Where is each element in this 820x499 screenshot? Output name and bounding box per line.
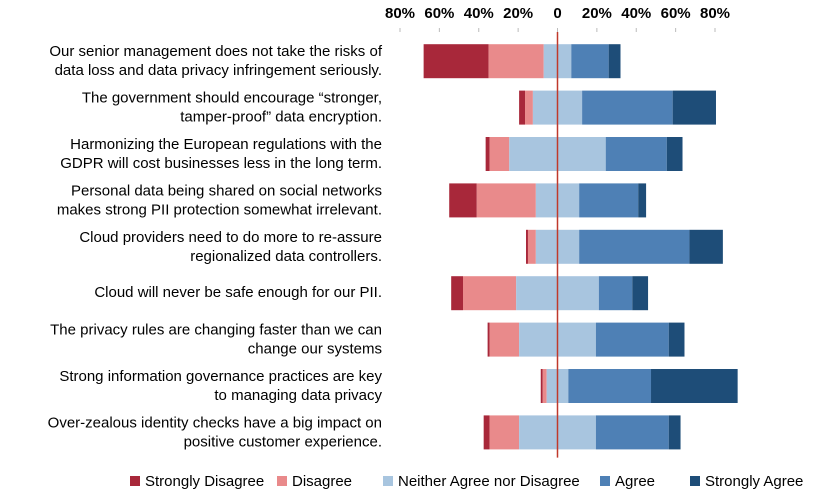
category-line: to managing data privacy [214,387,382,404]
category-line: Cloud will never be safe enough for our … [94,284,382,301]
legend-label: Agree [615,473,655,490]
bar-segment [519,91,525,125]
category-line: Our senior management does not take the … [49,43,383,60]
bar-segment [669,323,685,357]
bar-segment [490,137,510,171]
category-label: Harmonizing the European regulations wit… [60,136,382,172]
bar-segment [451,276,463,310]
bar-segment [484,415,490,449]
bar-segment [568,369,651,403]
bar-segment [582,91,673,125]
bar-segment [449,183,477,217]
chart: 80% 60% 40% 20% 0 20% 40% 60% 80% Our senior mana… [0,0,820,494]
category-line: Personal data being shared on social net… [71,182,382,199]
x-tick-label: 0 [553,5,561,22]
category-line: data loss and data privacy infringement … [55,62,382,79]
bar-segment [543,369,547,403]
bar-segment [667,137,683,171]
category-line: Over-zealous identity checks have a big … [48,414,382,431]
x-tick-label: 20% [582,5,612,22]
category-label: Over-zealous identity checks have a big … [48,414,382,450]
legend-swatch [130,476,140,486]
x-tick-label: 60% [424,5,454,22]
category-line: The government should encourage “stronge… [82,90,382,107]
bar-segment [489,44,544,78]
bar-segment [579,183,638,217]
bar-segment [673,91,716,125]
bar-segment [609,44,621,78]
bar-segment [463,276,516,310]
legend-swatch [277,476,287,486]
bar-segment [528,230,536,264]
legend-swatch [600,476,610,486]
category-label: The government should encourage “stronge… [82,90,382,126]
category-line: regionalized data controllers. [190,248,382,265]
category-line: change our systems [248,341,382,358]
bar-segment [689,230,722,264]
bar-segment [490,323,520,357]
category-label: Personal data being shared on social net… [57,182,382,218]
bar-segment [486,137,490,171]
bar-segment [632,276,648,310]
x-tick-label: 40% [621,5,651,22]
x-tick-label: 80% [700,5,730,22]
bar-segment [599,276,632,310]
bar-segment [669,415,681,449]
category-label: Strong information governance practices … [59,368,382,404]
category-line: tamper-proof” data encryption. [180,109,382,126]
bar-segment [477,183,536,217]
bar-segment [606,137,667,171]
bar-segment [526,230,528,264]
bar-segment [525,91,533,125]
category-line: Cloud providers need to do more to re-as… [79,229,382,246]
category-line: The privacy rules are changing faster th… [50,322,382,339]
legend-swatch [383,476,393,486]
bar-segment [596,415,669,449]
bar-segment [424,44,489,78]
x-tick-label: 80% [385,5,415,22]
bar-segment [579,230,689,264]
bar-segment [541,369,543,403]
bar-segment [638,183,646,217]
bar-segment [651,369,738,403]
x-tick-label: 60% [661,5,691,22]
category-line: Harmonizing the European regulations wit… [70,136,382,153]
category-line: makes strong PII protection somewhat irr… [57,201,382,218]
category-label: Cloud providers need to do more to re-as… [79,229,382,265]
category-line: positive customer experience. [184,433,382,450]
category-line: GDPR will cost businesses less in the lo… [60,155,382,172]
bar-segment [490,415,520,449]
legend-label: Neither Agree nor Disagree [398,473,580,490]
legend-label: Strongly Disagree [145,473,264,490]
legend-label: Disagree [292,473,352,490]
category-label: Cloud will never be safe enough for our … [94,284,382,301]
legend-swatch [690,476,700,486]
category-label: The privacy rules are changing faster th… [50,322,382,358]
x-tick-label: 40% [464,5,494,22]
legend-label: Strongly Agree [705,473,803,490]
bar-segment [571,44,608,78]
category-label: Our senior management does not take the … [49,43,383,79]
x-tick-label: 20% [503,5,533,22]
bar-segment [488,323,490,357]
category-line: Strong information governance practices … [59,368,382,385]
bar-segment [596,323,669,357]
